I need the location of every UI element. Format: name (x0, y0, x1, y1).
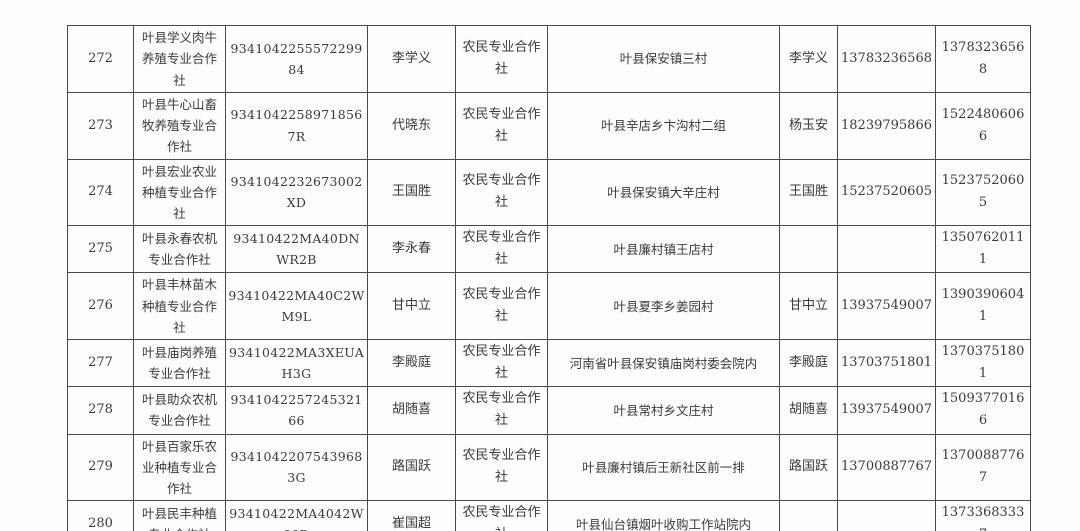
cell-address: 叶县常村乡文庄村 (547, 386, 780, 435)
cell-cooperative-name: 叶县学义肉牛养殖专业合作社 (133, 25, 226, 93)
cell-legal-representative: 李殿庭 (367, 339, 456, 388)
cell-cooperative-name: 叶县庙岗养殖专业合作社 (133, 339, 226, 388)
cell-row-number: 279 (67, 433, 134, 502)
cell-row-number: 272 (67, 25, 134, 93)
cell-row-number: 280 (67, 500, 134, 531)
cell-row-number: 274 (67, 158, 134, 227)
table-row: 273 叶县牛心山畜牧养殖专业合作社 93410422589718567R 代晓… (67, 91, 1031, 160)
cell-contact-person: 李学义 (779, 25, 838, 93)
cell-contact-person: 胡随喜 (779, 386, 838, 435)
cell-entity-type: 农民专业合作社 (455, 433, 548, 502)
table-row: 280 叶县民丰种植专业合作社 93410422MA4042W80D 崔国超 农… (67, 500, 1031, 531)
cell-cooperative-name: 叶县宏业农业种植专业合作社 (133, 158, 226, 227)
cell-legal-representative: 代晓东 (367, 91, 456, 160)
cell-contact-person: 王国胜 (779, 158, 838, 227)
cell-cooperative-name: 叶县丰林苗木种植专业合作社 (133, 272, 226, 341)
cell-entity-type: 农民专业合作社 (455, 158, 548, 227)
cell-row-number: 275 (67, 225, 134, 274)
cell-phone-secondary: 13733683337 (935, 500, 1031, 531)
cell-phone-primary: 13703751801 (837, 339, 936, 388)
cell-credit-code: 934104225724532166 (225, 386, 368, 435)
cell-address: 河南省叶县保安镇庙岗村委会院内 (547, 339, 780, 388)
cell-phone-primary: 13700887767 (837, 433, 936, 502)
cell-credit-code: 93410422075439683G (225, 433, 368, 502)
cell-credit-code: 93410422MA40DNWR2B (225, 225, 368, 274)
cell-contact-person: 李殿庭 (779, 339, 838, 388)
cell-entity-type: 农民专业合作社 (455, 386, 548, 435)
cell-address: 叶县仙台镇烟叶收购工作站院内 (547, 500, 780, 531)
cell-legal-representative: 王国胜 (367, 158, 456, 227)
cell-credit-code: 93410422MA3XEUAH3G (225, 339, 368, 388)
cell-phone-primary: 18239795866 (837, 91, 936, 160)
cell-phone-primary (837, 225, 936, 274)
cell-entity-type: 农民专业合作社 (455, 25, 548, 93)
cell-contact-person (779, 500, 838, 531)
cell-address: 叶县保安镇大辛庄村 (547, 158, 780, 227)
cell-phone-secondary: 13700887767 (935, 433, 1031, 502)
cell-entity-type: 农民专业合作社 (455, 91, 548, 160)
table-row: 279 叶县百家乐农业种植专业合作社 93410422075439683G 路国… (67, 433, 1031, 502)
cell-phone-secondary: 15093770166 (935, 386, 1031, 435)
table-row: 277 叶县庙岗养殖专业合作社 93410422MA3XEUAH3G 李殿庭 农… (67, 339, 1031, 388)
cell-address: 叶县夏李乡姜园村 (547, 272, 780, 341)
cell-entity-type: 农民专业合作社 (455, 225, 548, 274)
table-row: 272 叶县学义肉牛养殖专业合作社 934104225557229984 李学义… (67, 25, 1031, 93)
cell-address: 叶县廉村镇后王新社区前一排 (547, 433, 780, 502)
cell-contact-person: 甘中立 (779, 272, 838, 341)
cell-phone-primary: 13937549007 (837, 272, 936, 341)
cell-legal-representative: 路国跃 (367, 433, 456, 502)
cell-phone-primary (837, 500, 936, 531)
cell-contact-person (779, 225, 838, 274)
cell-entity-type: 农民专业合作社 (455, 339, 548, 388)
table-body: 272 叶县学义肉牛养殖专业合作社 934104225557229984 李学义… (67, 25, 1031, 531)
table-row: 278 叶县助众农机专业合作社 934104225724532166 胡随喜 农… (67, 386, 1031, 435)
cell-row-number: 276 (67, 272, 134, 341)
cell-row-number: 273 (67, 91, 134, 160)
cell-credit-code: 934104225557229984 (225, 25, 368, 93)
cell-legal-representative: 李永春 (367, 225, 456, 274)
cell-cooperative-name: 叶县牛心山畜牧养殖专业合作社 (133, 91, 226, 160)
cell-cooperative-name: 叶县永春农机专业合作社 (133, 225, 226, 274)
cell-phone-secondary: 13507620111 (935, 225, 1031, 274)
cell-phone-secondary: 15237520605 (935, 158, 1031, 227)
cell-contact-person: 路国跃 (779, 433, 838, 502)
cell-phone-secondary: 13903906041 (935, 272, 1031, 341)
cell-cooperative-name: 叶县助众农机专业合作社 (133, 386, 226, 435)
cell-cooperative-name: 叶县民丰种植专业合作社 (133, 500, 226, 531)
cell-legal-representative: 胡随喜 (367, 386, 456, 435)
cell-entity-type: 农民专业合作社 (455, 500, 548, 531)
cell-contact-person: 杨玉安 (779, 91, 838, 160)
table-row: 276 叶县丰林苗木种植专业合作社 93410422MA40C2WM9L 甘中立… (67, 272, 1031, 341)
cell-entity-type: 农民专业合作社 (455, 272, 548, 341)
table-row: 275 叶县永春农机专业合作社 93410422MA40DNWR2B 李永春 农… (67, 225, 1031, 274)
cell-legal-representative: 崔国超 (367, 500, 456, 531)
cell-address: 叶县保安镇三村 (547, 25, 780, 93)
cell-phone-secondary: 13783236568 (935, 25, 1031, 93)
cell-credit-code: 9341042232673002XD (225, 158, 368, 227)
cell-legal-representative: 甘中立 (367, 272, 456, 341)
table-row: 274 叶县宏业农业种植专业合作社 9341042232673002XD 王国胜… (67, 158, 1031, 227)
cell-row-number: 278 (67, 386, 134, 435)
cell-credit-code: 93410422MA4042W80D (225, 500, 368, 531)
cell-address: 叶县辛店乡卞沟村二组 (547, 91, 780, 160)
cell-credit-code: 93410422MA40C2WM9L (225, 272, 368, 341)
cell-phone-secondary: 13703751801 (935, 339, 1031, 388)
cell-phone-primary: 13937549007 (837, 386, 936, 435)
cell-address: 叶县廉村镇王店村 (547, 225, 780, 274)
cell-row-number: 277 (67, 339, 134, 388)
cell-credit-code: 93410422589718567R (225, 91, 368, 160)
cell-phone-secondary: 15224806066 (935, 91, 1031, 160)
cell-phone-primary: 15237520605 (837, 158, 936, 227)
cooperatives-table: 272 叶县学义肉牛养殖专业合作社 934104225557229984 李学义… (67, 25, 1031, 531)
cell-phone-primary: 13783236568 (837, 25, 936, 93)
cell-cooperative-name: 叶县百家乐农业种植专业合作社 (133, 433, 226, 502)
cell-legal-representative: 李学义 (367, 25, 456, 93)
